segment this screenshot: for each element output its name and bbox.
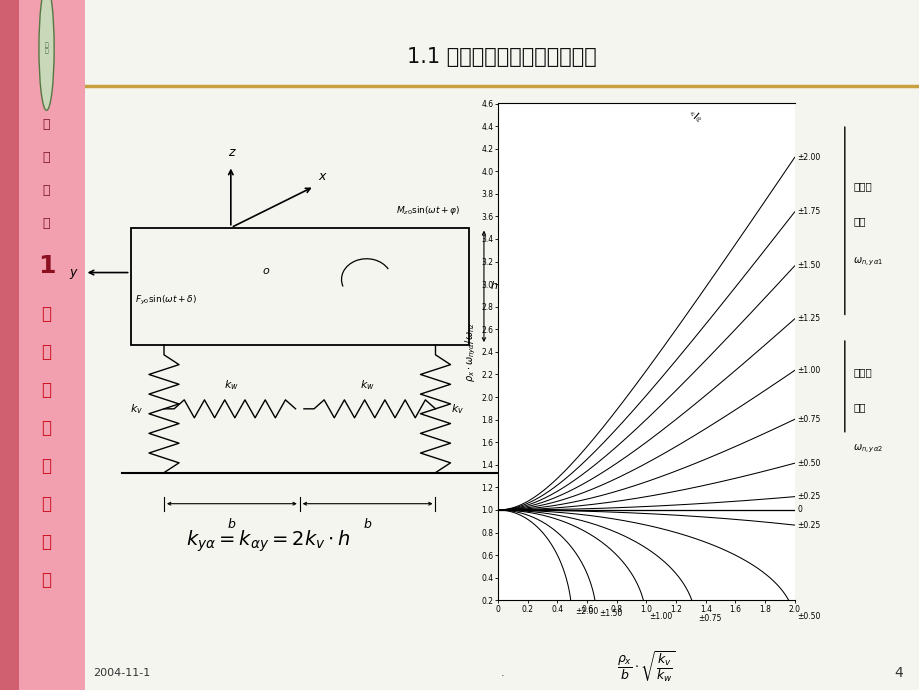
Text: $F_{y0}\sin(\omega t+\delta)$: $F_{y0}\sin(\omega t+\delta)$ [134,294,197,306]
Text: 1: 1 [38,254,55,277]
Text: 低摇动: 低摇动 [852,368,871,377]
Text: 博: 博 [43,118,51,130]
Text: ±0.25: ±0.25 [797,492,820,501]
Text: b: b [228,518,235,531]
Text: $\frac{h}{\rho_z}$: $\frac{h}{\rho_z}$ [687,108,704,124]
Text: 性: 性 [41,571,51,589]
Text: $\omega_{n,y\alpha 2}$: $\omega_{n,y\alpha 2}$ [852,442,882,455]
Text: b: b [363,518,371,531]
Text: 0: 0 [797,506,801,515]
Text: o: o [263,266,269,276]
Text: y: y [69,266,76,279]
Text: $k_{y\alpha} = k_{\alpha y} = 2k_v \cdot h$: $k_{y\alpha} = k_{\alpha y} = 2k_v \cdot… [186,529,350,554]
Text: $k_v$: $k_v$ [450,402,463,415]
Text: ±2.00: ±2.00 [574,607,597,616]
Text: ±1.50: ±1.50 [797,262,820,270]
Text: $M_{z0}\sin(\omega t+\varphi)$: $M_{z0}\sin(\omega t+\varphi)$ [395,204,460,217]
Text: ±0.50: ±0.50 [796,612,820,621]
Text: 的: 的 [41,457,51,475]
Circle shape [39,0,54,110]
Text: ±1.75: ±1.75 [797,208,820,217]
Text: ±0.75: ±0.75 [698,614,721,623]
Text: 要: 要 [41,533,51,551]
Text: 论: 论 [43,184,51,197]
Text: 耦: 耦 [41,419,51,437]
Text: ±1.50: ±1.50 [599,609,622,618]
Text: 解: 解 [41,381,51,399]
Text: x: x [318,170,325,183]
Text: 必: 必 [41,495,51,513]
Text: 高摇动: 高摇动 [852,181,871,191]
Bar [0,0,18,690]
Text: 清
华: 清 华 [45,42,49,55]
Text: 1.1 耦合使固有频率的范围增大: 1.1 耦合使固有频率的范围增大 [407,47,596,66]
Text: $k_w$: $k_w$ [224,378,239,392]
Text: h: h [490,282,497,291]
Text: 4: 4 [893,666,902,680]
Text: 2004-11-1: 2004-11-1 [93,668,150,678]
Text: ±0.50: ±0.50 [797,459,820,468]
Text: 方式: 方式 [852,402,865,412]
Text: ±0.25: ±0.25 [797,520,820,530]
Text: z: z [227,146,233,159]
Text: ±2.00: ±2.00 [797,153,820,162]
Text: ±1.00: ±1.00 [797,366,820,375]
Text: 方式: 方式 [852,216,865,226]
Bar [130,228,469,345]
Text: ±0.75: ±0.75 [797,415,820,424]
Text: .: . [500,668,504,678]
Text: ±1.00: ±1.00 [649,612,672,621]
Text: 动: 动 [41,343,51,361]
Text: 士: 士 [43,151,51,164]
Text: $k_v$: $k_v$ [130,402,143,415]
Text: $k_w$: $k_w$ [360,378,375,392]
Text: $\dfrac{\rho_x}{b} \cdot \sqrt{\dfrac{k_v}{k_w}}$: $\dfrac{\rho_x}{b} \cdot \sqrt{\dfrac{k_… [617,650,675,685]
Text: ±1.25: ±1.25 [797,315,820,324]
Text: 坛: 坛 [43,217,51,230]
Text: 振: 振 [41,305,51,323]
Text: $\omega_{n,y\alpha 1}$: $\omega_{n,y\alpha 1}$ [852,256,882,268]
Y-axis label: $\rho_x \cdot \omega_{ny\alpha} / \omega_{nz}$: $\rho_x \cdot \omega_{ny\alpha} / \omega… [463,322,478,382]
Bar [18,0,85,690]
